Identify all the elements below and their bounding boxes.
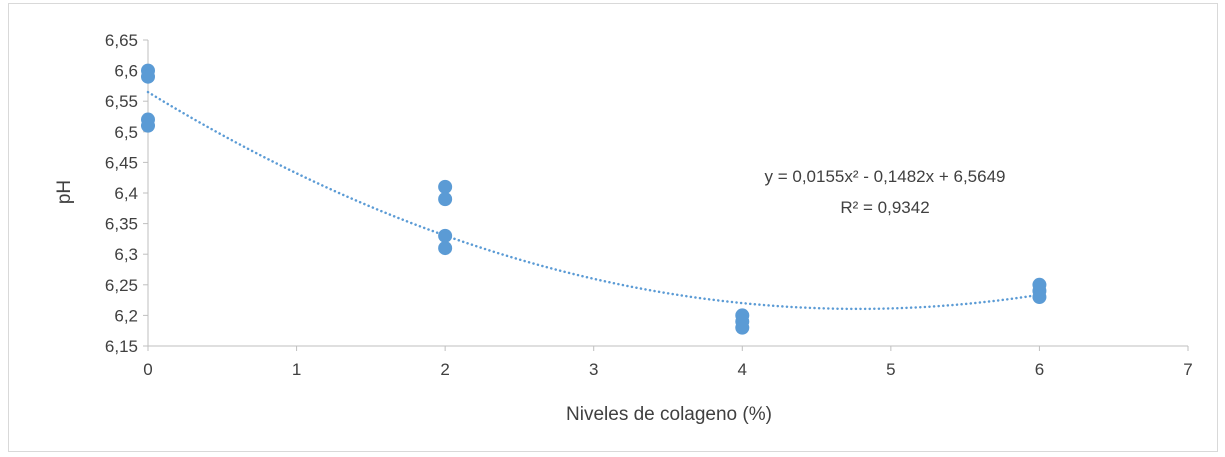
- x-axis-title: Niveles de colageno (%): [566, 404, 772, 425]
- data-point: [735, 320, 750, 335]
- x-tick-label: 3: [589, 360, 598, 379]
- trendline-equation: y = 0,0155x² - 0,1482x + 6,5649: [764, 167, 1005, 186]
- data-point: [1032, 290, 1047, 305]
- data-points: [141, 63, 1047, 335]
- trendline-group: [146, 90, 1041, 311]
- y-tick-label: 6,45: [105, 153, 138, 172]
- x-tick-label: 4: [738, 360, 747, 379]
- axes: [147, 40, 1188, 347]
- chart-frame: [8, 3, 1218, 452]
- trendline-r2: R² = 0,9342: [840, 198, 929, 217]
- y-tick-label: 6,3: [114, 245, 138, 264]
- y-tick-label: 6,25: [105, 276, 138, 295]
- y-tick-label: 6,2: [114, 306, 138, 325]
- y-tick-label: 6,35: [105, 215, 138, 234]
- data-point: [141, 118, 155, 133]
- y-ticks: 6,15 6,2 6,25 6,3 6,35 6,4 6,45 6,5 6,55 6,6 6,65: [105, 31, 148, 356]
- data-point: [438, 241, 453, 256]
- data-point: [438, 179, 453, 194]
- y-axis-title: pH: [54, 180, 75, 204]
- trendline: [146, 90, 1041, 311]
- x-tick-label: 6: [1035, 360, 1044, 379]
- y-tick-label: 6,5: [114, 123, 138, 142]
- y-tick-label: 6,4: [114, 184, 138, 203]
- x-ticks: 0 1 2 3 4 5 6 7: [143, 346, 1193, 379]
- x-tick-label: 2: [440, 360, 449, 379]
- data-point: [438, 192, 453, 207]
- y-tick-label: 6,65: [105, 31, 138, 50]
- x-tick-label: 7: [1183, 360, 1192, 379]
- y-tick-label: 6,55: [105, 92, 138, 111]
- y-tick-label: 6,15: [105, 337, 138, 356]
- x-tick-label: 1: [292, 360, 301, 379]
- data-point: [141, 69, 155, 84]
- y-tick-label: 6,6: [114, 62, 138, 81]
- x-tick-label: 0: [143, 360, 152, 379]
- data-point: [438, 228, 453, 243]
- x-tick-label: 5: [886, 360, 895, 379]
